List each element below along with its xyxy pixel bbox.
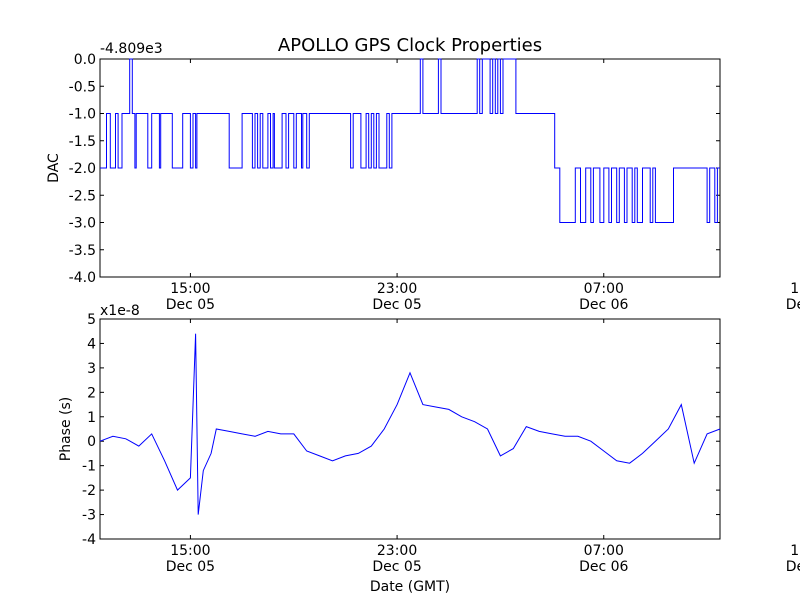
phase-series-line — [99, 333, 721, 515]
dac-xtick-date: Dec 06 — [579, 297, 628, 313]
phase-xlabel: Date (GMT) — [370, 579, 450, 595]
dac-ytick-label: -3.0 — [69, 216, 96, 232]
phase-panel: x1e-8 Phase (s) Date (GMT) 5 4 3 2 1 0 -1 -2 -3 -… — [58, 303, 800, 595]
dac-xtick-date: Dec 05 — [372, 297, 421, 313]
phase-ytick-label: -2 — [82, 483, 96, 499]
phase-offset-text: x1e-8 — [100, 303, 140, 319]
dac-ytick-label: -4.0 — [69, 270, 96, 286]
dac-ytick-label: -1.5 — [69, 134, 96, 150]
phase-xtick-date: Dec 06 — [786, 559, 800, 575]
phase-xtick-label: 15:00 — [790, 543, 800, 559]
phase-xtick-label: 23:00 — [377, 543, 417, 559]
phase-ytick-label: 0 — [87, 434, 96, 450]
dac-xtick-label: 07:00 — [584, 281, 624, 297]
dac-ytick-label: 0.0 — [74, 52, 96, 68]
phase-xtick-label: 15:00 — [170, 543, 210, 559]
dac-xtick-date: Dec 06 — [786, 297, 800, 313]
dac-ytick-label: -2.5 — [69, 188, 96, 204]
dac-ytick-label: -3.5 — [69, 243, 96, 259]
dac-ytick-label: -2.0 — [69, 161, 96, 177]
dac-ticks: 0.0 -0.5 -1.0 -1.5 -2.0 -2.5 -3.0 -3.5 -4.0 15:00… — [69, 52, 800, 313]
phase-ytick-label: 4 — [87, 336, 96, 352]
phase-xtick-label: 07:00 — [584, 543, 624, 559]
phase-xtick-date: Dec 06 — [579, 559, 628, 575]
phase-xtick-date: Dec 05 — [372, 559, 421, 575]
phase-ylabel: Phase (s) — [58, 397, 74, 461]
phase-ytick-label: -3 — [82, 508, 96, 524]
phase-xtick-date: Dec 05 — [166, 559, 215, 575]
dac-xtick-label: 23:00 — [377, 281, 417, 297]
dac-ytick-label: -0.5 — [69, 79, 96, 95]
phase-ytick-label: 3 — [87, 361, 96, 377]
dac-ylabel: DAC — [46, 153, 62, 183]
phase-ytick-label: 5 — [87, 312, 96, 328]
phase-ytick-label: -1 — [82, 459, 96, 475]
dac-xtick-label: 15:00 — [790, 281, 800, 297]
phase-ytick-label: -4 — [82, 532, 96, 548]
phase-axes-frame — [99, 318, 721, 540]
phase-ytick-label: 2 — [87, 385, 96, 401]
dac-ytick-label: -1.0 — [69, 107, 96, 123]
figure-title: APOLLO GPS Clock Properties — [278, 35, 542, 56]
phase-ytick-label: 1 — [87, 410, 96, 426]
dac-panel: -4.809e3 DAC 0.0 -0.5 -1.0 -1.5 -2.0 -2.5 -3.0… — [46, 41, 800, 313]
dac-xtick-date: Dec 05 — [166, 297, 215, 313]
dac-xtick-label: 15:00 — [170, 281, 210, 297]
dac-series-line — [100, 58, 720, 223]
dac-offset-text: -4.809e3 — [100, 41, 163, 57]
